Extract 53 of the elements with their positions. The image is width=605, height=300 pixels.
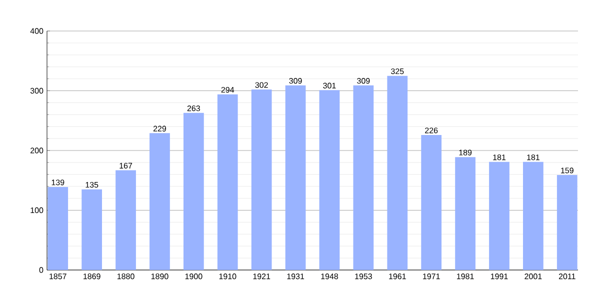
x-tick-label: 1961	[389, 274, 406, 280]
bar	[251, 90, 272, 270]
y-tick-label: 400	[30, 28, 44, 34]
data-label: 167	[120, 162, 132, 169]
data-label: 139	[52, 180, 64, 186]
data-label: 189	[459, 150, 472, 156]
data-label: 294	[221, 86, 234, 93]
y-tick-label: 300	[30, 88, 44, 94]
bar	[556, 174, 578, 270]
data-label: 301	[323, 82, 336, 88]
data-label: 159	[561, 168, 574, 174]
y-tick-label: 100	[30, 207, 44, 214]
bar	[183, 112, 204, 270]
x-tick-label: 1880	[117, 274, 134, 280]
bar	[116, 170, 136, 270]
x-tick-label: 1900	[185, 274, 202, 280]
x-tick-label: 1991	[490, 274, 508, 280]
bar	[353, 85, 374, 270]
y-tick-label: 0	[39, 267, 44, 273]
bar	[285, 85, 306, 270]
data-label: 309	[289, 78, 302, 84]
y-tick-label: 200	[30, 148, 44, 154]
x-tick-label: 2001	[524, 274, 542, 280]
x-tick-label: 1971	[423, 274, 440, 280]
bar	[319, 90, 340, 270]
bar	[523, 162, 544, 270]
data-label: 263	[187, 105, 200, 112]
data-label: 226	[425, 128, 438, 134]
bar	[150, 133, 170, 270]
x-tick-label: 1921	[253, 274, 270, 280]
x-tick-label: 1948	[321, 274, 338, 280]
data-label: 229	[153, 126, 166, 132]
bar	[387, 76, 408, 270]
x-tick-label: 1869	[84, 274, 100, 280]
bar	[48, 186, 68, 270]
x-tick-label: 1890	[151, 274, 168, 280]
x-tick-label: 1857	[50, 274, 66, 280]
bar	[455, 157, 476, 270]
bar	[217, 94, 238, 270]
x-tick-label: 1931	[287, 274, 304, 280]
data-label: 325	[391, 68, 404, 74]
data-label: 135	[86, 182, 98, 188]
x-tick-label: 2011	[558, 274, 576, 280]
bar	[82, 189, 102, 270]
x-tick-label: 1953	[355, 274, 372, 280]
data-label: 309	[357, 78, 370, 84]
data-label: 302	[255, 82, 268, 88]
data-label: 181	[493, 154, 506, 160]
x-tick-label: 1981	[457, 274, 474, 280]
bar	[421, 134, 442, 270]
data-label: 181	[527, 154, 540, 160]
bar	[489, 162, 510, 270]
x-tick-label: 1910	[219, 274, 236, 280]
